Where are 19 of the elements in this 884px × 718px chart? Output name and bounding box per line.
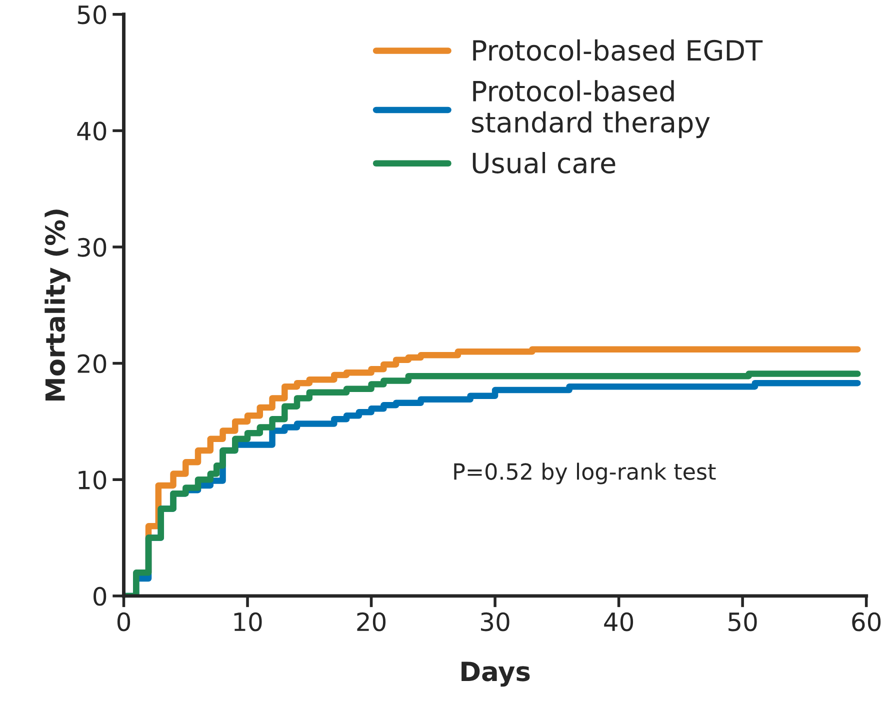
y-axis-title: Mortality (%) (44, 210, 70, 400)
y-tick-label: 30 (78, 238, 106, 257)
x-axis-title: Days (462, 662, 530, 687)
annotation: P=0.52 by log-rank test (454, 462, 716, 484)
y-tick-label: 50 (78, 5, 106, 24)
x-tick-label: 30 (481, 612, 510, 632)
x-tick-label: 0 (117, 612, 130, 632)
x-tick-label: 50 (728, 612, 757, 632)
x-tick-label: 20 (357, 612, 386, 632)
legend-label: Protocol-based EGDT (473, 39, 763, 61)
x-tick-label: 60 (852, 612, 881, 632)
legend-label: Protocol-based standard therapy (472, 80, 710, 138)
y-tick-label: 10 (78, 470, 106, 490)
y-tick-label: 40 (77, 122, 106, 141)
x-tick-label: 10 (234, 612, 262, 632)
y-tick-label: 20 (78, 354, 106, 374)
x-tick-label: 40 (604, 612, 634, 632)
y-tick-label: 0 (94, 586, 106, 606)
legend-label: Usual care (472, 152, 616, 174)
